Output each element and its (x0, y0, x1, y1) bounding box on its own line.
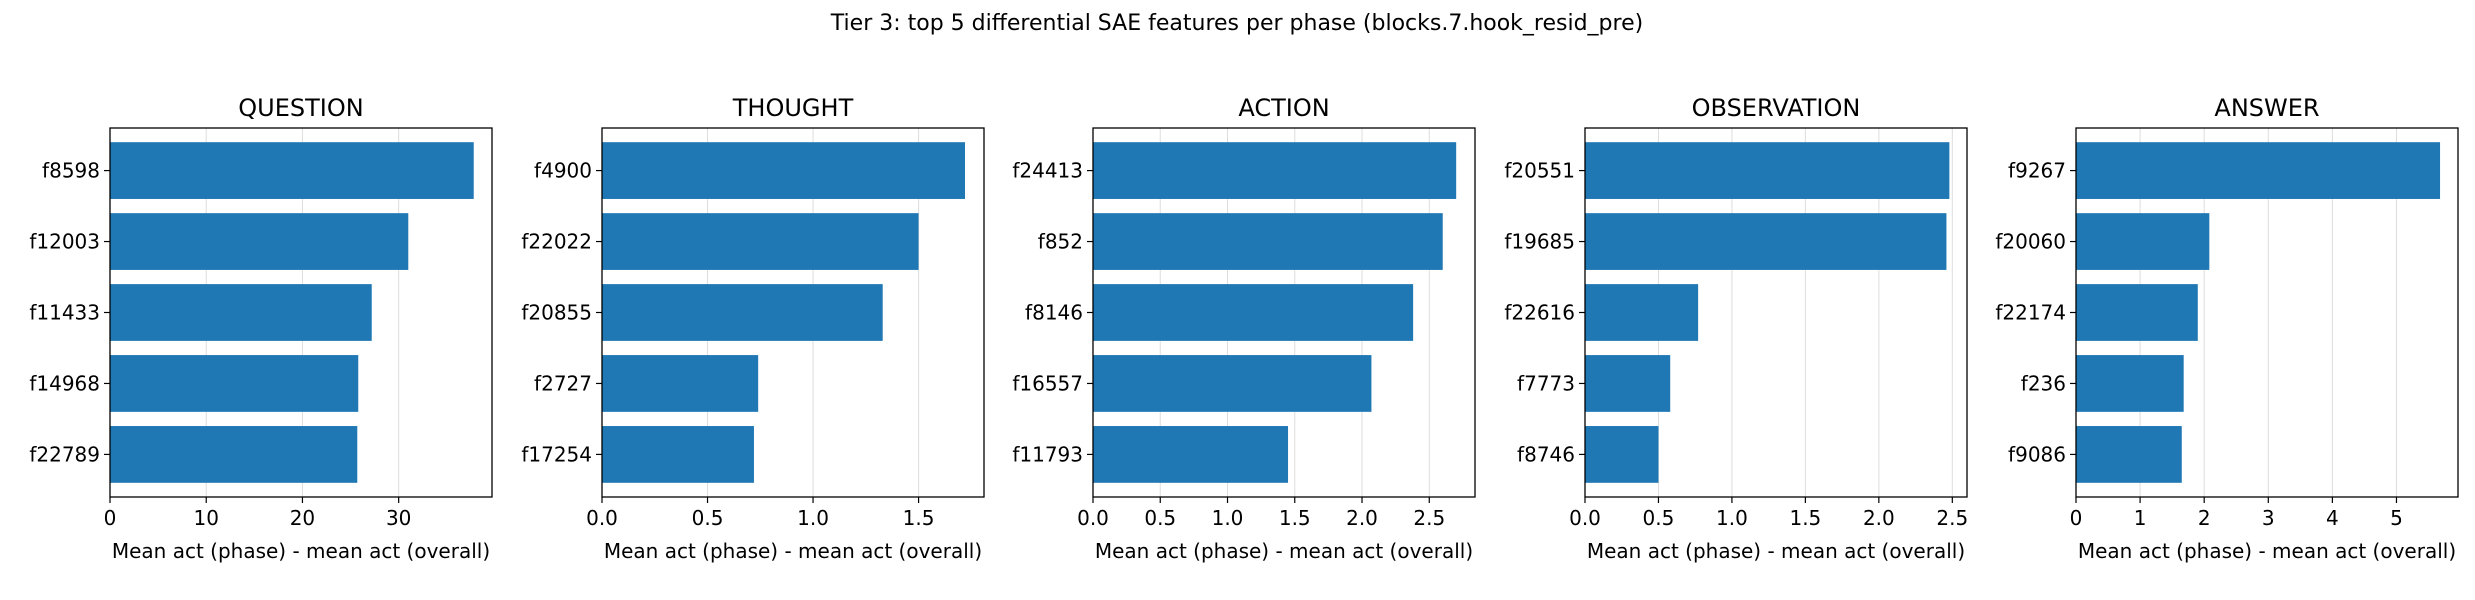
y-tick-label: f20060 (1995, 230, 2066, 254)
bar (602, 284, 883, 341)
x-tick-label: 10 (193, 506, 218, 530)
y-tick-label: f2727 (534, 371, 592, 395)
y-tick-label: f22022 (521, 230, 592, 254)
panel-title: THOUGHT (732, 94, 854, 122)
bar (110, 284, 372, 341)
x-tick-label: 0.5 (1144, 506, 1176, 530)
x-tick-label: 2 (2198, 506, 2211, 530)
bar (1093, 355, 1372, 412)
bar (110, 355, 359, 412)
y-tick-label: f7773 (1517, 371, 1575, 395)
y-tick-label: f11793 (1012, 442, 1083, 466)
x-tick-label: 1.5 (903, 506, 935, 530)
x-tick-label: 0.5 (692, 506, 724, 530)
x-axis-label: Mean act (phase) - mean act (overall) (2078, 539, 2456, 563)
figure-title: Tier 3: top 5 differential SAE features … (830, 11, 1643, 36)
x-tick-label: 5 (2390, 506, 2403, 530)
y-tick-label: f16557 (1012, 371, 1083, 395)
y-tick-label: f22616 (1504, 301, 1575, 325)
bar (1585, 355, 1671, 412)
bar (2076, 355, 2184, 412)
panel-title: ACTION (1238, 94, 1329, 122)
y-tick-label: f4900 (534, 159, 592, 183)
y-tick-label: f14968 (29, 371, 100, 395)
y-tick-label: f12003 (29, 230, 100, 254)
y-tick-label: f19685 (1504, 230, 1575, 254)
y-tick-label: f24413 (1012, 159, 1083, 183)
panel-title: QUESTION (238, 94, 363, 122)
bar (602, 213, 919, 270)
x-tick-label: 2.5 (1936, 506, 1968, 530)
chart-panel: f9267 f20060 f22174 f236 f9086 0 1 2 3 4 5 Mean act… (1995, 94, 2459, 563)
y-tick-label: f20855 (521, 301, 592, 325)
x-tick-label: 30 (386, 506, 411, 530)
x-tick-label: 0 (104, 506, 117, 530)
x-tick-label: 1.0 (797, 506, 829, 530)
bar (1585, 142, 1950, 199)
bar (2076, 426, 2182, 483)
bar (1585, 284, 1699, 341)
x-tick-label: 1.0 (1212, 506, 1244, 530)
x-tick-label: 0.5 (1643, 506, 1675, 530)
bar (1093, 284, 1414, 341)
x-tick-label: 1.5 (1789, 506, 1821, 530)
bar (2076, 284, 2198, 341)
y-tick-label: f9086 (2008, 442, 2066, 466)
bar (602, 426, 754, 483)
chart-panel: f4900 f22022 f20855 f2727 f17254 0.0 0.5 1.0 1.5… (521, 94, 985, 563)
bar (110, 142, 474, 199)
bar (602, 142, 966, 199)
x-tick-label: 0 (2070, 506, 2083, 530)
bar (602, 355, 759, 412)
x-tick-label: 2.5 (1413, 506, 1445, 530)
chart-panel: f8598 f12003 f11433 f14968 f22789 0 10 20 30 Mean… (29, 94, 493, 563)
y-tick-label: f852 (1038, 230, 1083, 254)
x-tick-label: 1.0 (1716, 506, 1748, 530)
bar (2076, 142, 2441, 199)
bar (1093, 426, 1289, 483)
x-axis-label: Mean act (phase) - mean act (overall) (1587, 539, 1965, 563)
bar (2076, 213, 2210, 270)
y-tick-label: f236 (2021, 371, 2066, 395)
y-tick-label: f8598 (42, 159, 100, 183)
x-axis-label: Mean act (phase) - mean act (overall) (604, 539, 982, 563)
y-tick-label: f11433 (29, 301, 100, 325)
x-tick-label: 3 (2262, 506, 2275, 530)
x-tick-label: 2.0 (1863, 506, 1895, 530)
x-tick-label: 2.0 (1346, 506, 1378, 530)
chart-panel: f24413 f852 f8146 f16557 f11793 0.0 0.5 1.0 1.5 2… (1012, 94, 1476, 563)
panel-title: OBSERVATION (1692, 94, 1861, 122)
y-tick-label: f8746 (1517, 442, 1575, 466)
chart-panel: f20551 f19685 f22616 f7773 f8746 0.0 0.5 1.0 1.5… (1504, 94, 1968, 563)
bar (110, 426, 358, 483)
x-tick-label: 0.0 (1077, 506, 1109, 530)
panel-title: ANSWER (2214, 94, 2319, 122)
bar (1093, 142, 1457, 199)
x-tick-label: 4 (2326, 506, 2339, 530)
x-axis-label: Mean act (phase) - mean act (overall) (1095, 539, 1473, 563)
y-tick-label: f20551 (1504, 159, 1575, 183)
bar (1093, 213, 1443, 270)
x-tick-label: 20 (290, 506, 315, 530)
x-tick-label: 1.5 (1279, 506, 1311, 530)
y-tick-label: f22789 (29, 442, 100, 466)
bar (1585, 426, 1659, 483)
x-tick-label: 0.0 (1569, 506, 1601, 530)
y-tick-label: f9267 (2008, 159, 2066, 183)
bar (110, 213, 409, 270)
y-tick-label: f22174 (1995, 301, 2066, 325)
bar (1585, 213, 1947, 270)
x-axis-label: Mean act (phase) - mean act (overall) (112, 539, 490, 563)
y-tick-label: f17254 (521, 442, 592, 466)
x-tick-label: 0.0 (586, 506, 618, 530)
y-tick-label: f8146 (1025, 301, 1083, 325)
x-tick-label: 1 (2134, 506, 2147, 530)
